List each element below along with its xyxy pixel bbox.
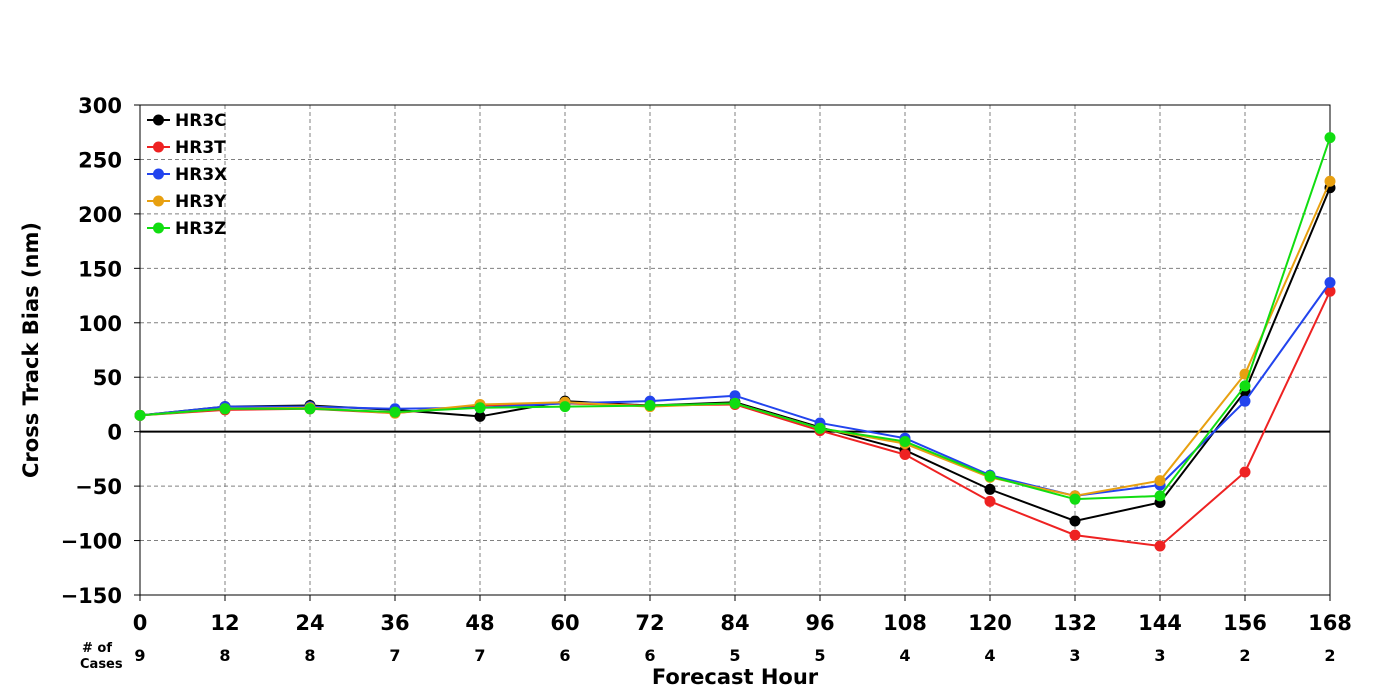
series-hr3z xyxy=(134,132,1336,505)
legend-label: HR3Z xyxy=(175,219,226,239)
data-point-hr3z xyxy=(1239,380,1251,392)
data-point-hr3z xyxy=(984,470,996,482)
data-point-hr3z xyxy=(1069,493,1081,505)
x-tick-label: 156 xyxy=(1223,611,1267,635)
x-tick-label: 120 xyxy=(968,611,1012,635)
x-tick-label: 48 xyxy=(465,611,494,635)
x-tick-label: 24 xyxy=(295,611,324,635)
x-tick-label: 12 xyxy=(210,611,239,635)
x-tick-label: 84 xyxy=(720,611,749,635)
legend-label: HR3T xyxy=(175,138,226,158)
data-point-hr3x xyxy=(729,390,741,402)
data-point-hr3t xyxy=(1239,466,1251,478)
data-point-hr3x xyxy=(1239,395,1251,407)
data-point-hr3x xyxy=(1324,276,1336,288)
x-axis-title: Forecast Hour xyxy=(652,665,819,689)
case-count: 3 xyxy=(1154,646,1165,665)
x-tick-label: 108 xyxy=(883,611,927,635)
data-point-hr3y xyxy=(1324,175,1336,187)
data-point-hr3z xyxy=(1154,490,1166,502)
data-point-hr3c xyxy=(1069,515,1081,527)
legend-label: HR3Y xyxy=(175,192,227,212)
y-tick-label: 50 xyxy=(93,366,122,390)
y-tick-label: 0 xyxy=(107,421,122,445)
case-count: 9 xyxy=(134,646,145,665)
case-count: 5 xyxy=(729,646,740,665)
data-point-hr3z xyxy=(729,397,741,409)
legend-marker xyxy=(153,141,164,153)
y-tick-label: −50 xyxy=(75,475,122,499)
x-tick-label: 72 xyxy=(635,611,664,635)
x-axis-ticks: 0 12 24 36 48 60 72 84 96 108 120 132 144 156 168 xyxy=(133,595,1352,635)
data-point-hr3z xyxy=(134,409,146,421)
data-point-hr3z xyxy=(304,403,316,415)
data-point-hr3z xyxy=(389,406,401,418)
data-point-hr3z xyxy=(559,401,571,413)
data-point-hr3y xyxy=(1154,475,1166,487)
grid-lines xyxy=(140,105,1330,595)
legend-item-hr3y: HR3Y xyxy=(147,192,227,212)
data-point-hr3z xyxy=(474,402,486,414)
y-axis-title: Cross Track Bias (nm) xyxy=(19,222,43,478)
cases-row: 9 8 8 7 7 6 6 5 5 4 4 3 3 2 2 xyxy=(134,646,1335,665)
case-count: 4 xyxy=(899,646,910,665)
legend-item-hr3t: HR3T xyxy=(147,138,226,158)
data-point-hr3t xyxy=(1069,529,1081,541)
case-count: 8 xyxy=(304,646,315,665)
y-tick-label: 150 xyxy=(78,257,122,281)
y-tick-label: 100 xyxy=(78,312,122,336)
legend: HR3C HR3T HR3X HR3Y HR3Z xyxy=(147,111,227,239)
data-point-hr3z xyxy=(644,400,656,412)
case-count: 8 xyxy=(219,646,230,665)
case-count: 7 xyxy=(474,646,485,665)
cases-label-line1: # of xyxy=(82,641,112,656)
data-point-hr3t xyxy=(1154,540,1166,552)
legend-item-hr3x: HR3X xyxy=(147,165,227,185)
data-point-hr3z xyxy=(814,422,826,434)
y-tick-label: 300 xyxy=(78,94,122,118)
y-axis-ticks: −150 −100 −50 0 50 100 150 200 250 300 xyxy=(61,94,140,608)
data-point-hr3z xyxy=(219,403,231,415)
case-count: 6 xyxy=(644,646,655,665)
data-point-hr3z xyxy=(1324,132,1336,144)
y-tick-label: −150 xyxy=(61,584,122,608)
legend-item-hr3z: HR3Z xyxy=(147,219,226,239)
legend-label: HR3X xyxy=(175,165,227,185)
y-tick-label: 200 xyxy=(78,203,122,227)
case-count: 3 xyxy=(1069,646,1080,665)
case-count: 5 xyxy=(814,646,825,665)
data-point-hr3t xyxy=(899,449,911,461)
data-point-hr3z xyxy=(899,435,911,447)
cases-label-line2: Cases xyxy=(80,657,123,672)
legend-item-hr3c: HR3C xyxy=(147,111,227,131)
legend-marker xyxy=(153,168,164,180)
y-tick-label: 250 xyxy=(78,148,122,172)
x-tick-label: 60 xyxy=(550,611,579,635)
case-count: 2 xyxy=(1324,646,1335,665)
x-tick-label: 36 xyxy=(380,611,409,635)
case-count: 7 xyxy=(389,646,400,665)
x-tick-label: 144 xyxy=(1138,611,1182,635)
data-point-hr3t xyxy=(984,495,996,507)
x-tick-label: 96 xyxy=(805,611,834,635)
y-tick-label: −100 xyxy=(61,530,122,554)
series-layer xyxy=(134,132,1336,552)
x-tick-label: 132 xyxy=(1053,611,1097,635)
data-point-hr3t xyxy=(1324,285,1336,297)
data-point-hr3c xyxy=(474,410,486,422)
data-point-hr3c xyxy=(984,483,996,495)
legend-marker xyxy=(153,114,164,126)
legend-label: HR3C xyxy=(175,111,227,131)
legend-marker xyxy=(153,222,164,234)
case-count: 4 xyxy=(984,646,995,665)
case-count: 6 xyxy=(559,646,570,665)
x-tick-label: 168 xyxy=(1308,611,1352,635)
legend-marker xyxy=(153,195,164,207)
case-count: 2 xyxy=(1239,646,1250,665)
x-tick-label: 0 xyxy=(133,611,148,635)
